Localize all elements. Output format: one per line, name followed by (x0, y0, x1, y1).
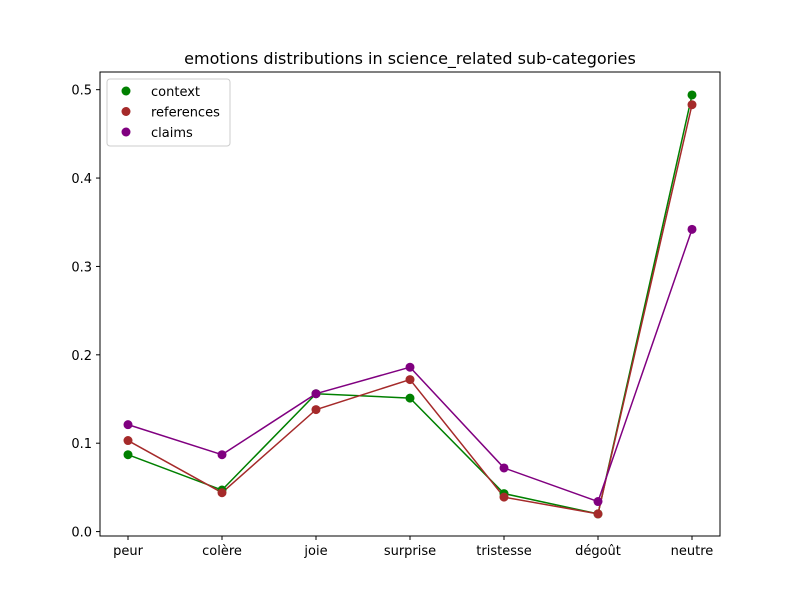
legend-marker (121, 86, 131, 96)
legend-entry: context (121, 85, 200, 100)
x-tick-label: peur (113, 544, 143, 559)
x-tick-label: surprise (384, 544, 436, 559)
data-point (687, 224, 697, 234)
data-point (499, 492, 509, 502)
legend-frame (106, 78, 231, 147)
legend-label: references (151, 106, 220, 121)
legend-entry: references (121, 106, 220, 121)
legend-label: claims (151, 126, 193, 141)
legend: context references claims (106, 78, 231, 147)
plot-area (99, 71, 721, 537)
y-tick-label: 0.0 (71, 526, 92, 541)
chart-title: emotions distributions in science_relate… (184, 49, 636, 69)
data-point (405, 375, 415, 385)
data-point (123, 436, 133, 446)
data-point (217, 450, 227, 460)
x-tick-label: colère (202, 544, 242, 559)
series-points-claims (123, 224, 697, 507)
data-point (593, 509, 603, 519)
data-point (123, 450, 133, 460)
y-tick-label: 0.1 (71, 437, 92, 452)
legend-label: context (151, 85, 200, 100)
data-point (311, 405, 321, 415)
y-tick-label: 0.4 (71, 172, 92, 187)
x-tick-label: tristesse (476, 544, 531, 559)
y-tick-label: 0.3 (71, 260, 92, 275)
x-axis: peur colère joie surprise tristesse dégoût neu… (113, 536, 713, 559)
data-point (687, 100, 697, 110)
y-tick-label: 0.5 (71, 84, 92, 99)
legend-marker (121, 127, 131, 137)
data-point (405, 393, 415, 403)
data-point (311, 389, 321, 399)
data-point (217, 488, 227, 498)
legend-marker (121, 107, 131, 116)
x-tick-label: joie (303, 544, 327, 559)
data-point (123, 420, 133, 430)
y-axis: 0.0 0.1 0.2 0.3 0.4 0.5 (71, 84, 100, 541)
series-layer (123, 90, 697, 519)
data-point (593, 497, 603, 507)
legend-entry: claims (121, 126, 193, 141)
x-tick-label: dégoût (575, 544, 621, 559)
data-point (405, 362, 415, 372)
data-point (687, 90, 697, 100)
x-tick-label: neutre (671, 544, 714, 559)
series-points-references (123, 100, 697, 519)
data-point (499, 463, 509, 473)
y-tick-label: 0.2 (71, 349, 92, 364)
